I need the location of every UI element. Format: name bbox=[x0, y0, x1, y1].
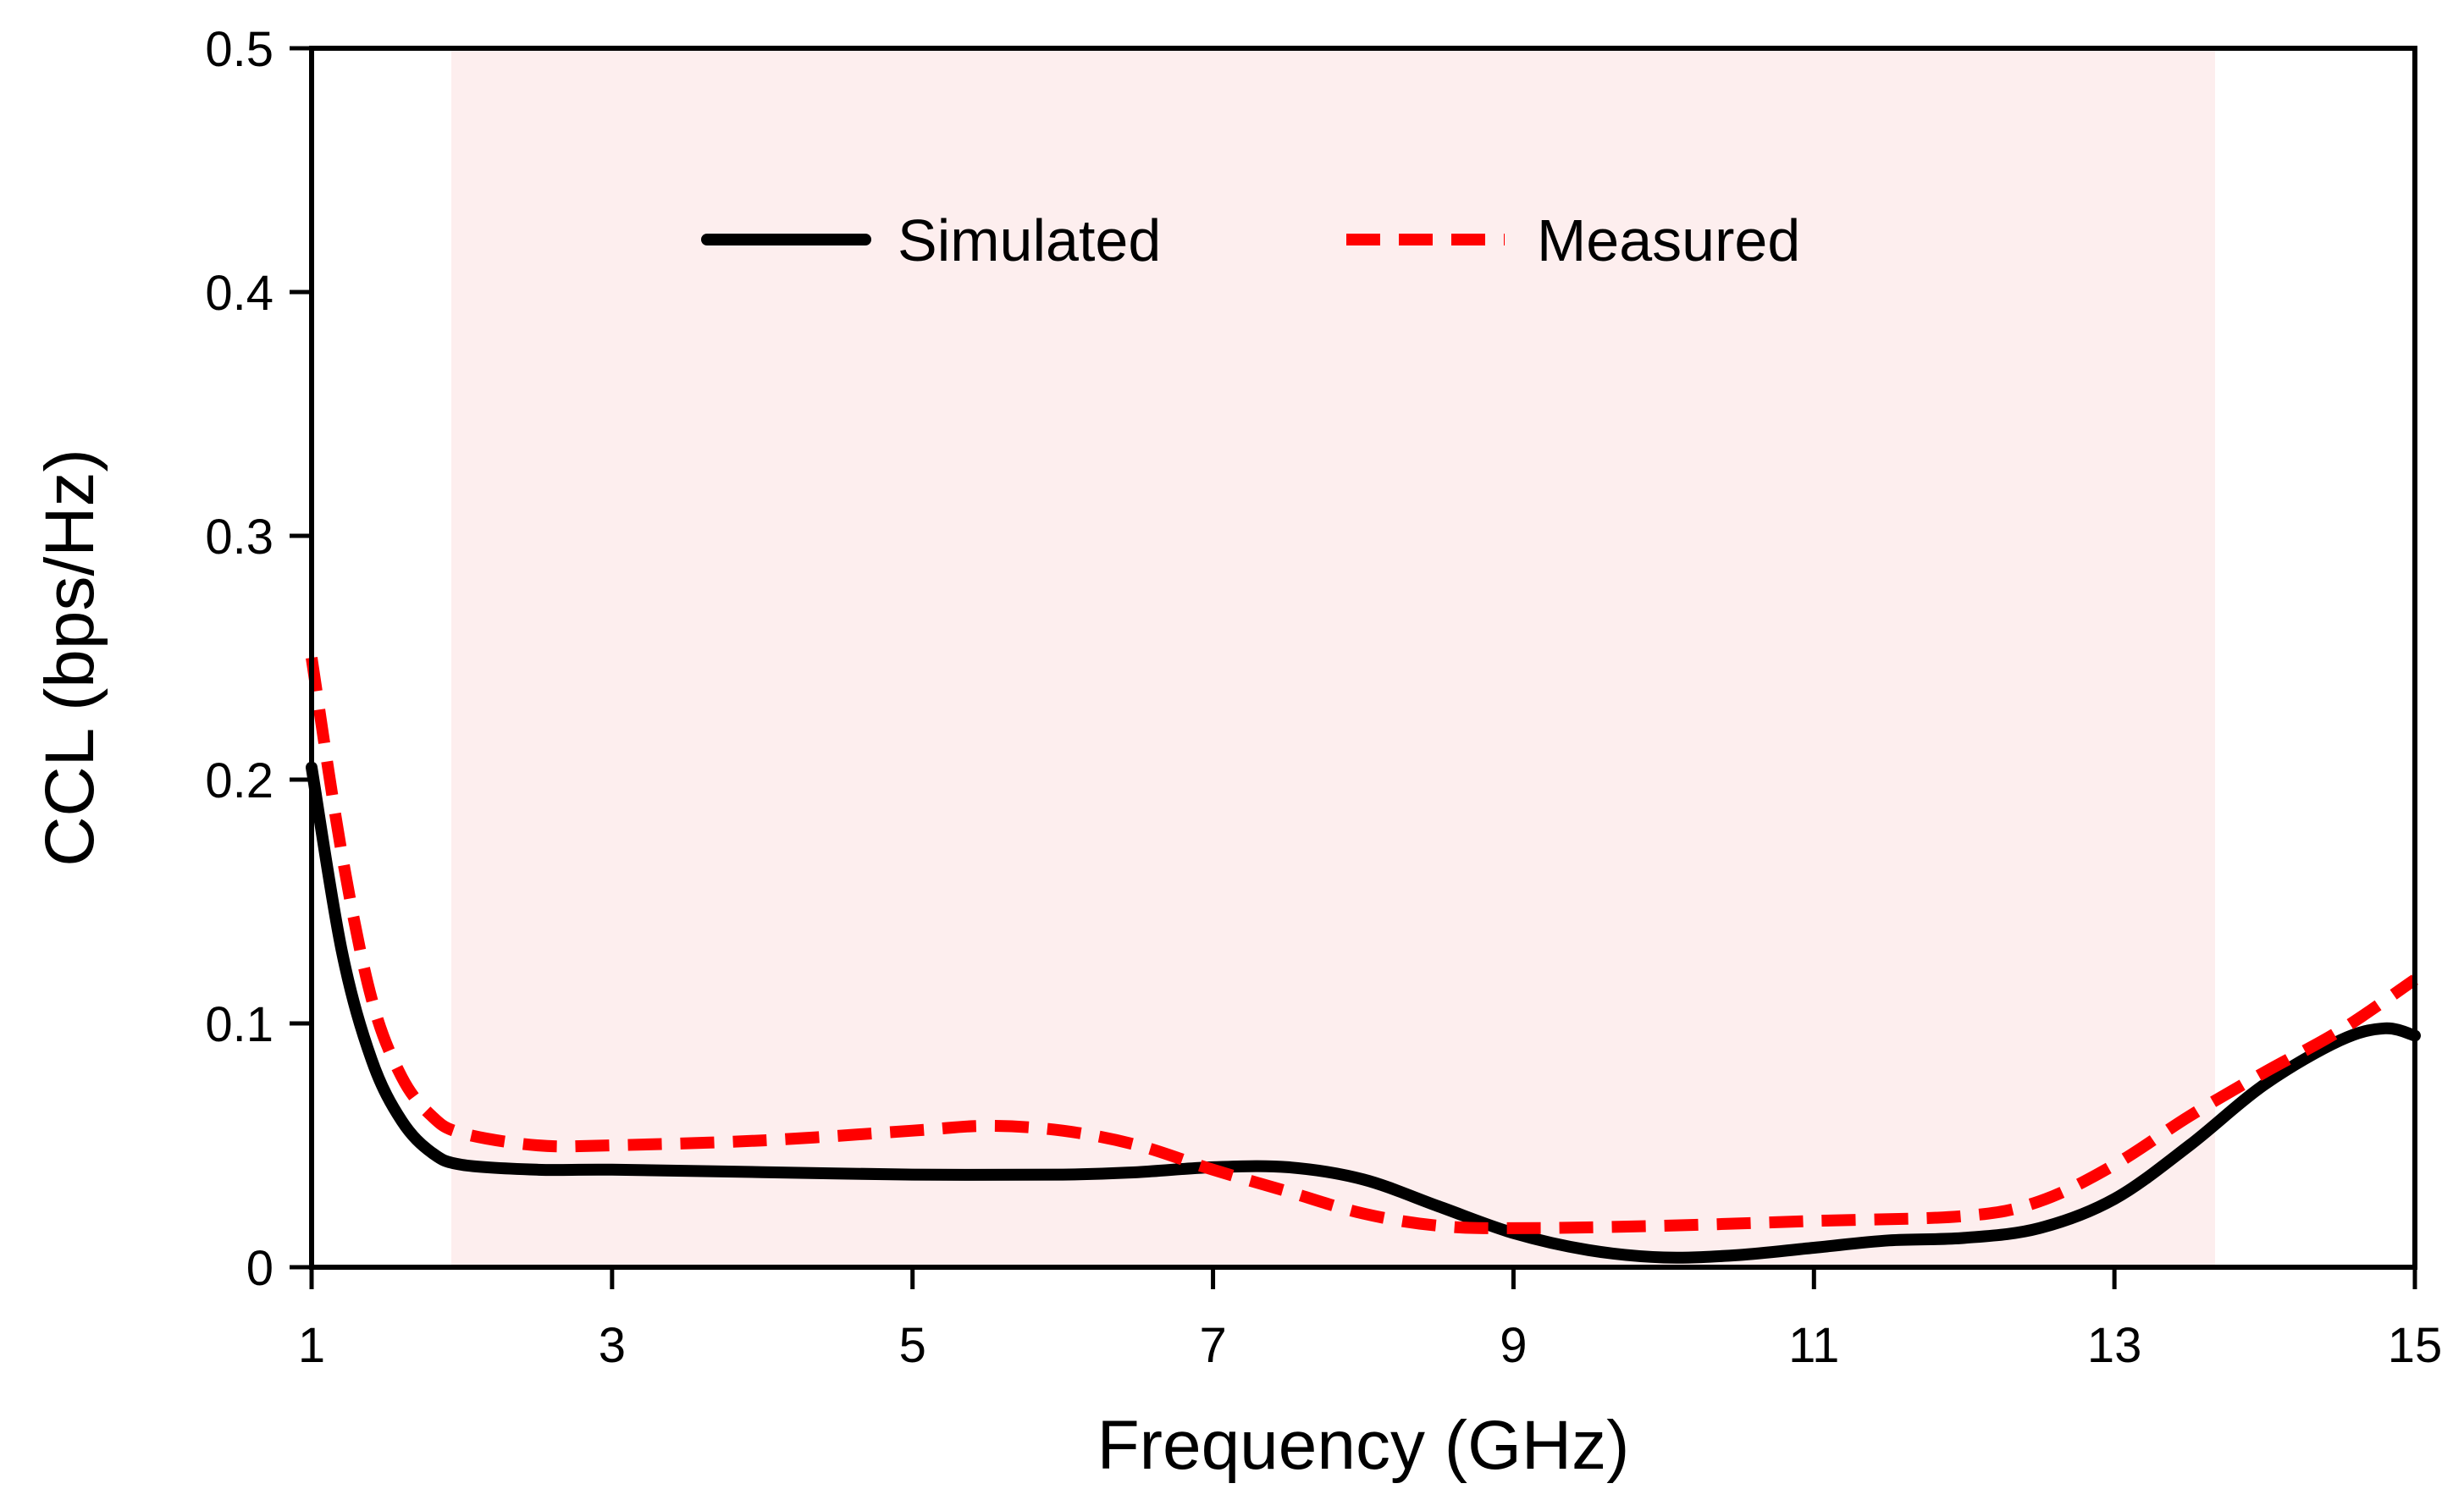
x-tick-label: 15 bbox=[2388, 1318, 2443, 1373]
y-axis-title: CCL (bps/Hz) bbox=[31, 449, 108, 867]
x-tick-label: 7 bbox=[1199, 1318, 1226, 1373]
y-tick-label: 0.4 bbox=[205, 266, 273, 321]
shaded-band-layer bbox=[451, 48, 2216, 1267]
x-tick-label: 9 bbox=[1500, 1318, 1527, 1373]
y-tick-label: 0.3 bbox=[205, 510, 273, 565]
y-axis-ticks: 0 0.1 0.2 0.3 0.4 0.5 bbox=[205, 22, 312, 1296]
shaded-band bbox=[451, 48, 2216, 1267]
legend: Simulated Measured bbox=[701, 207, 1800, 273]
y-tick-label: 0.5 bbox=[205, 22, 273, 77]
x-tick-label: 1 bbox=[298, 1318, 325, 1373]
y-tick-label: 0.2 bbox=[205, 753, 273, 808]
series-line-measured bbox=[306, 656, 2418, 1234]
legend-label-simulated: Simulated bbox=[898, 207, 1161, 273]
y-tick-label: 0 bbox=[246, 1241, 273, 1296]
x-axis-ticks: 1 3 5 7 9 11 13 15 bbox=[298, 1267, 2442, 1373]
x-tick-label: 3 bbox=[599, 1318, 626, 1373]
plot-frame bbox=[309, 46, 2417, 1270]
series-line-simulated bbox=[306, 761, 2421, 1264]
x-axis-title: Frequency (GHz) bbox=[1097, 1407, 1630, 1484]
x-tick-label: 13 bbox=[2087, 1318, 2142, 1373]
x-tick-label: 11 bbox=[1788, 1318, 1839, 1373]
y-tick-label: 0.1 bbox=[205, 997, 273, 1052]
legend-label-measured: Measured bbox=[1537, 207, 1800, 273]
series-layer bbox=[306, 656, 2421, 1264]
x-tick-label: 5 bbox=[899, 1318, 926, 1373]
